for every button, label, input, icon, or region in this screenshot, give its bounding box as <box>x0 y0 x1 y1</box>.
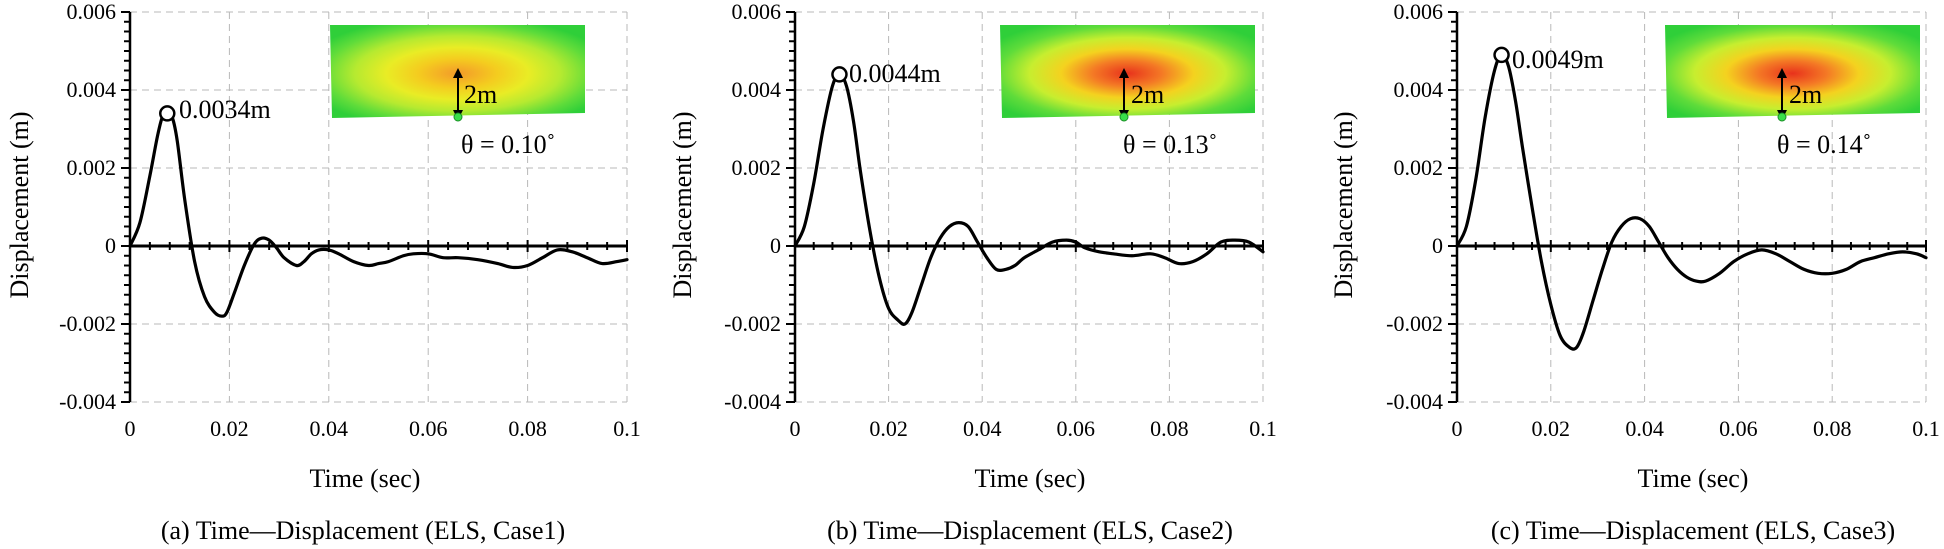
data-series <box>793 72 1265 326</box>
x-tick-label: 0.02 <box>1532 416 1571 441</box>
y-tick-label: -0.004 <box>59 389 116 414</box>
y-tick-label: -0.002 <box>59 311 116 336</box>
x-tick-label: 0.04 <box>963 416 1002 441</box>
y-tick-label: 0.004 <box>732 77 782 102</box>
peak-point <box>1493 46 1510 64</box>
measure-point-icon <box>453 112 463 122</box>
measure-point-icon <box>1119 112 1129 122</box>
x-tick-label: 0.08 <box>1813 416 1852 441</box>
x-tick-labels: 0 0.02 0.04 0.06 0.08 0.1 <box>1452 416 1940 441</box>
series-line <box>1455 53 1928 351</box>
peak-marker <box>831 66 848 83</box>
inset-a: 2m θ = 0.10˚ <box>330 25 585 159</box>
theta-label: θ = 0.10˚ <box>461 130 555 159</box>
y-tick-label: 0 <box>770 233 781 258</box>
theta-label: θ = 0.14˚ <box>1777 130 1871 159</box>
x-axis-title: Time (sec) <box>1638 464 1749 493</box>
y-tick-label: 0 <box>1432 233 1443 258</box>
x-tick-label: 0.08 <box>1150 416 1189 441</box>
peak-label: 0.0044m <box>849 59 941 88</box>
panel-b: 2m θ = 0.13˚ -0.004 -0.002 0 0.002 0.004 0.00… <box>668 0 1277 545</box>
y-tick-labels: -0.004 -0.002 0 0.002 0.004 0.006 <box>1386 0 1443 414</box>
peak-point <box>159 105 176 122</box>
axes <box>1448 11 1927 403</box>
x-tick-label: 0 <box>125 416 136 441</box>
peak-label: 0.0049m <box>1512 45 1604 74</box>
y-tick-label: 0.002 <box>1394 155 1444 180</box>
peak-marker <box>159 105 176 122</box>
x-tick-label: 0.1 <box>1249 416 1277 441</box>
peak-point <box>831 66 848 83</box>
x-tick-labels: 0 0.02 0.04 0.06 0.08 0.1 <box>790 416 1277 441</box>
x-tick-label: 0.1 <box>613 416 641 441</box>
theta-label: θ = 0.13˚ <box>1123 130 1217 159</box>
x-tick-label: 0.1 <box>1912 416 1940 441</box>
x-tick-label: 0.04 <box>310 416 349 441</box>
y-tick-label: 0.002 <box>732 155 782 180</box>
x-axis-title: Time (sec) <box>310 464 421 493</box>
x-tick-labels: 0 0.02 0.04 0.06 0.08 0.1 <box>125 416 641 441</box>
x-tick-label: 0.02 <box>869 416 908 441</box>
y-tick-labels: -0.004 -0.002 0 0.002 0.004 0.006 <box>724 0 781 414</box>
inset-heatmap <box>1665 25 1920 118</box>
y-tick-label: -0.002 <box>724 311 781 336</box>
depth-label: 2m <box>1789 80 1822 109</box>
x-tick-label: 0.06 <box>1719 416 1758 441</box>
y-tick-label: 0.004 <box>67 77 117 102</box>
series-line <box>128 111 629 318</box>
x-tick-label: 0 <box>1452 416 1463 441</box>
y-tick-label: 0 <box>105 233 116 258</box>
panel-caption: (b) Time—Displacement (ELS, Case2) <box>827 516 1233 545</box>
y-tick-label: 0.002 <box>67 155 117 180</box>
x-axis-title: Time (sec) <box>975 464 1086 493</box>
x-tick-label: 0.06 <box>409 416 448 441</box>
peak-label: 0.0034m <box>179 95 271 124</box>
y-tick-label: 0.006 <box>732 0 782 24</box>
data-series <box>1455 53 1928 351</box>
panel-c: 2m θ = 0.14˚ -0.004 -0.002 0 0.002 0.004 0.00… <box>1329 0 1940 545</box>
y-tick-label: -0.004 <box>1386 389 1443 414</box>
depth-label: 2m <box>464 80 497 109</box>
peak-marker <box>1493 46 1510 64</box>
x-tick-label: 0 <box>790 416 801 441</box>
depth-label: 2m <box>1131 80 1164 109</box>
y-tick-labels: -0.004 -0.002 0 0.002 0.004 0.006 <box>59 0 116 414</box>
panel-caption: (a) Time—Displacement (ELS, Case1) <box>161 516 565 545</box>
data-series <box>128 111 629 318</box>
x-tick-label: 0.04 <box>1625 416 1664 441</box>
panel-a: 2m θ = 0.10˚ -0.004 -0.002 0 0.002 0.004 0.00… <box>5 0 641 545</box>
y-axis-title: Displacement (m) <box>1329 112 1358 299</box>
y-tick-label: 0.004 <box>1394 77 1444 102</box>
y-tick-label: 0.006 <box>1394 0 1444 24</box>
measure-point-icon <box>1777 112 1787 122</box>
x-tick-label: 0.06 <box>1057 416 1096 441</box>
y-tick-label: -0.002 <box>1386 311 1443 336</box>
inset-c: 2m θ = 0.14˚ <box>1665 25 1920 159</box>
series-line <box>793 72 1265 326</box>
y-tick-label: 0.006 <box>67 0 117 24</box>
axes <box>121 11 628 403</box>
y-tick-label: -0.004 <box>724 389 781 414</box>
y-axis-title: Displacement (m) <box>5 112 34 299</box>
inset-b: 2m θ = 0.13˚ <box>1000 25 1255 159</box>
x-tick-label: 0.02 <box>210 416 249 441</box>
panel-caption: (c) Time—Displacement (ELS, Case3) <box>1491 516 1895 545</box>
y-axis-title: Displacement (m) <box>668 112 697 299</box>
x-tick-label: 0.08 <box>508 416 547 441</box>
inset-heatmap <box>1000 25 1255 118</box>
